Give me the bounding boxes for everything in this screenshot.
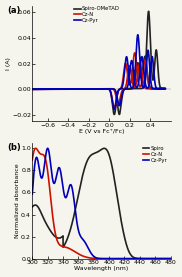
Spiro-OMeTAD bbox=[129, 87, 131, 90]
Cz-Pyr bbox=[31, 88, 33, 91]
Cz-Pyr bbox=[47, 147, 49, 150]
Cz-N bbox=[167, 257, 169, 260]
Cz-Pyr bbox=[126, 86, 128, 89]
Spiro bbox=[141, 257, 143, 260]
Cz-N bbox=[95, 257, 97, 260]
Cz-N bbox=[82, 88, 85, 91]
Line: Cz-Pyr: Cz-Pyr bbox=[31, 148, 172, 259]
Cz-N bbox=[30, 171, 32, 175]
Spiro bbox=[171, 257, 173, 260]
Cz-Pyr bbox=[167, 257, 169, 260]
Spiro-OMeTAD bbox=[130, 87, 132, 90]
Cz-Pyr bbox=[113, 108, 115, 111]
Spiro-OMeTAD bbox=[31, 88, 33, 91]
Spiro-OMeTAD bbox=[126, 87, 128, 90]
Spiro bbox=[30, 207, 32, 210]
Spiro bbox=[98, 149, 101, 152]
Spiro-OMeTAD bbox=[82, 87, 85, 91]
Cz-Pyr bbox=[137, 33, 139, 37]
Spiro-OMeTAD bbox=[147, 10, 150, 13]
X-axis label: Wavelength (nm): Wavelength (nm) bbox=[74, 266, 128, 271]
Cz-Pyr bbox=[31, 88, 33, 91]
Spiro-OMeTAD bbox=[45, 88, 47, 91]
Cz-Pyr bbox=[45, 88, 47, 91]
Spiro bbox=[95, 151, 97, 155]
Y-axis label: Normalized absorbance: Normalized absorbance bbox=[15, 163, 20, 238]
Cz-N bbox=[121, 83, 123, 86]
Line: Cz-N: Cz-N bbox=[31, 148, 172, 259]
Cz-N bbox=[35, 147, 37, 150]
Spiro bbox=[167, 257, 169, 260]
Spiro bbox=[167, 257, 169, 260]
Cz-N bbox=[126, 78, 128, 81]
Cz-N bbox=[45, 88, 47, 91]
Legend: Spiro, Cz-N, Cz-Pyr: Spiro, Cz-N, Cz-Pyr bbox=[142, 145, 168, 163]
Cz-N bbox=[37, 149, 39, 153]
Cz-N bbox=[130, 77, 132, 80]
Cz-Pyr bbox=[130, 86, 132, 89]
Cz-Pyr bbox=[82, 88, 85, 91]
Cz-Pyr bbox=[121, 85, 123, 89]
Cz-Pyr bbox=[95, 256, 97, 259]
Cz-Pyr bbox=[141, 257, 143, 260]
Line: Spiro-OMeTAD: Spiro-OMeTAD bbox=[32, 11, 165, 114]
Cz-Pyr bbox=[37, 160, 39, 163]
Line: Spiro: Spiro bbox=[31, 148, 172, 259]
Cz-N bbox=[113, 107, 115, 110]
Spiro-OMeTAD bbox=[113, 113, 115, 116]
Cz-N bbox=[134, 51, 136, 55]
Text: (b): (b) bbox=[7, 143, 21, 152]
Cz-Pyr bbox=[30, 213, 32, 217]
X-axis label: E (V vs Fc⁺/Fc): E (V vs Fc⁺/Fc) bbox=[79, 129, 124, 134]
Cz-N bbox=[141, 257, 143, 260]
Legend: Spiro-OMeTAD, Cz-N, Cz-Pyr: Spiro-OMeTAD, Cz-N, Cz-Pyr bbox=[74, 6, 120, 24]
Cz-Pyr bbox=[98, 257, 101, 260]
Y-axis label: I (A): I (A) bbox=[6, 57, 11, 70]
Spiro-OMeTAD bbox=[121, 87, 123, 90]
Cz-Pyr bbox=[129, 83, 131, 86]
Spiro bbox=[103, 147, 105, 150]
Cz-N bbox=[31, 88, 33, 91]
Line: Cz-N: Cz-N bbox=[32, 53, 165, 108]
Spiro bbox=[37, 205, 39, 209]
Cz-Pyr bbox=[171, 257, 173, 260]
Cz-N bbox=[129, 83, 131, 86]
Cz-N bbox=[167, 257, 169, 260]
Text: (a): (a) bbox=[7, 6, 21, 15]
Cz-Pyr bbox=[167, 257, 169, 260]
Cz-N bbox=[171, 257, 173, 260]
Cz-N bbox=[98, 257, 101, 260]
Line: Cz-Pyr: Cz-Pyr bbox=[32, 35, 165, 109]
Cz-N bbox=[31, 88, 33, 91]
Spiro-OMeTAD bbox=[31, 88, 33, 91]
